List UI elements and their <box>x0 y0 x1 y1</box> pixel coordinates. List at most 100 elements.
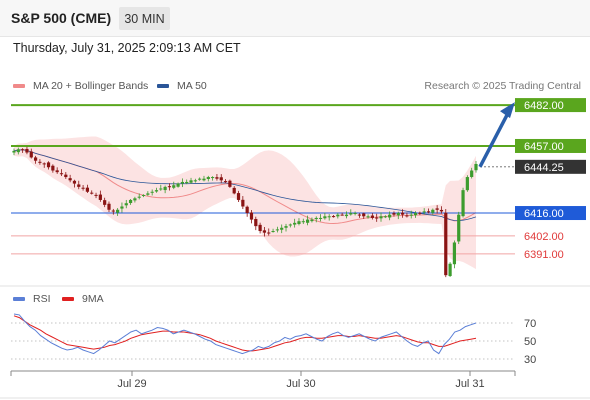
resistance-label: 6457.00 <box>524 141 564 153</box>
candle-body <box>344 214 349 217</box>
candle-body <box>167 186 172 188</box>
support-label: 6391.00 <box>524 249 564 261</box>
ma20-label: MA 20 + Bollinger Bands <box>33 80 149 92</box>
candle-body <box>38 161 42 163</box>
candle-body <box>383 216 387 218</box>
candle-body <box>90 192 94 194</box>
candle-body <box>379 216 383 219</box>
x-tick-label: Jul 29 <box>117 378 146 390</box>
candle-body <box>72 180 77 184</box>
instrument-title: S&P 500 (CME) <box>11 10 112 26</box>
rsi-level-label: 70 <box>524 318 536 330</box>
candle-body <box>77 184 81 187</box>
ma9-label: 9MA <box>82 293 104 305</box>
candle-body <box>426 211 431 213</box>
candle-body <box>46 162 51 168</box>
resistance-label: 6482.00 <box>524 100 564 112</box>
candle-body <box>336 214 340 217</box>
last-price-label: 6444.25 <box>524 162 564 174</box>
candle-body <box>215 177 219 179</box>
timeframe-button[interactable]: 30 MIN <box>119 7 170 30</box>
candle-body <box>262 230 267 233</box>
rsi-line <box>13 313 477 355</box>
candle-body <box>331 216 336 218</box>
candle-body <box>154 190 159 192</box>
candle-body <box>340 214 344 216</box>
candle-body <box>465 177 469 191</box>
candle-body <box>59 173 64 175</box>
candle-body <box>120 206 124 209</box>
candle-body <box>435 208 439 210</box>
chart-header: S&P 500 (CME) 30 MIN <box>0 0 590 37</box>
candle-body <box>258 224 262 232</box>
candle-body <box>98 194 102 200</box>
candle-body <box>288 224 292 226</box>
candle-body <box>189 180 193 183</box>
candle-body <box>223 181 228 183</box>
candle-body <box>448 263 452 277</box>
candle-body <box>254 218 258 227</box>
candle-body <box>357 214 362 216</box>
candle-body <box>180 181 184 184</box>
support-label: 6402.00 <box>524 231 564 243</box>
candle-body <box>297 221 301 224</box>
candle-body <box>349 213 353 215</box>
candle-body <box>146 193 150 195</box>
pivot-label: 6416.00 <box>524 208 564 220</box>
candle-body <box>293 222 297 225</box>
candle-body <box>159 188 163 190</box>
candle-body <box>81 187 85 189</box>
candle-body <box>55 170 59 173</box>
legend-9ma: 9MA <box>62 293 104 305</box>
candle-body <box>176 183 180 187</box>
candle-body <box>25 148 29 153</box>
candle-body <box>103 200 107 205</box>
rsi-label: RSI <box>33 293 51 305</box>
candle-body <box>388 214 392 218</box>
candle-body <box>392 213 396 215</box>
candle-body <box>137 196 141 198</box>
pivot-tag <box>515 206 586 221</box>
candle-body <box>275 229 279 231</box>
candle-body <box>172 185 176 188</box>
candle-body <box>111 210 115 212</box>
candle-body <box>396 213 400 216</box>
candle-body <box>362 213 366 217</box>
bollinger-band <box>14 136 476 270</box>
candle-body <box>431 209 435 213</box>
candle-body <box>353 213 357 215</box>
candle-body <box>444 212 448 276</box>
ma50-label: MA 50 <box>177 80 207 92</box>
candle-body <box>310 219 314 222</box>
candle-body <box>141 195 146 197</box>
candle-body <box>474 163 478 171</box>
candle-body <box>241 199 245 207</box>
candle-body <box>185 181 189 184</box>
candle-body <box>439 209 444 212</box>
ma50-line <box>13 149 477 222</box>
candle-body <box>370 215 374 218</box>
candle-body <box>202 178 206 181</box>
legend-ma20: MA 20 + Bollinger Bands <box>13 80 148 92</box>
candle-body <box>107 203 111 210</box>
candle-body <box>29 151 33 158</box>
candle-body <box>68 178 72 181</box>
candle-body <box>228 180 232 187</box>
candle-body <box>400 212 405 215</box>
candle-body <box>193 180 197 182</box>
candle-body <box>16 149 20 153</box>
candle-body <box>219 177 223 181</box>
candle-body <box>163 186 167 191</box>
candle-body <box>150 191 154 193</box>
candle-body <box>405 215 409 217</box>
candle-body <box>128 199 133 204</box>
candle-body <box>33 157 38 161</box>
candle-body <box>409 214 413 216</box>
candle-body <box>133 198 137 201</box>
candle-body <box>318 217 323 219</box>
candle-body <box>124 203 128 206</box>
rsi-swatch <box>13 297 25 301</box>
candle-body <box>422 211 426 213</box>
candle-body <box>64 174 68 178</box>
